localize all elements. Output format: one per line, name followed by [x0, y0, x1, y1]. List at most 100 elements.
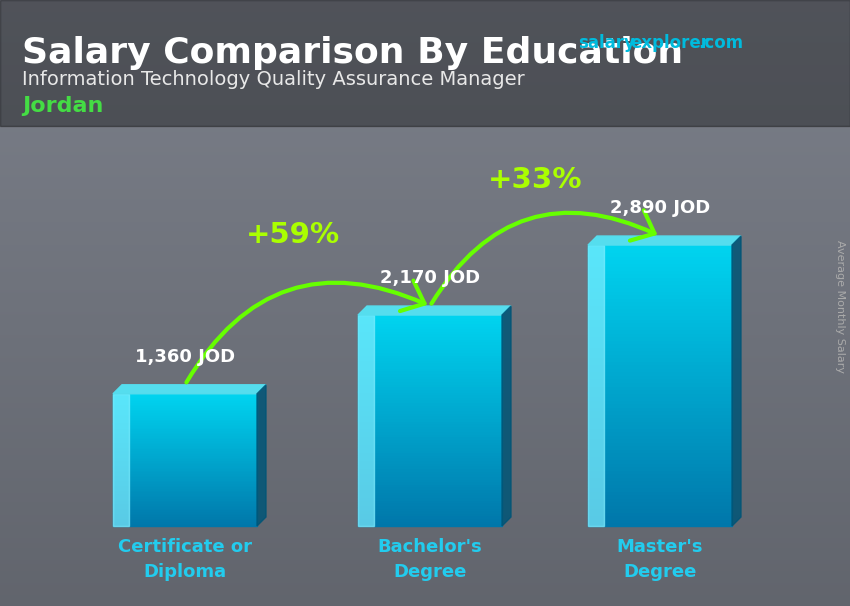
Bar — [113, 412, 257, 414]
Bar — [113, 424, 257, 425]
Bar — [358, 458, 502, 460]
Bar — [588, 301, 732, 305]
Bar — [358, 513, 502, 516]
Bar — [113, 496, 257, 498]
Bar — [588, 340, 732, 344]
Bar — [358, 315, 502, 318]
Bar — [588, 270, 732, 273]
Bar — [358, 444, 502, 447]
Bar — [588, 361, 732, 364]
Bar — [588, 522, 732, 526]
Bar — [113, 399, 257, 401]
Bar — [113, 481, 257, 483]
Bar — [588, 256, 732, 259]
Bar — [113, 401, 257, 402]
Bar — [113, 404, 257, 405]
Text: Salary Comparison By Education: Salary Comparison By Education — [22, 36, 683, 70]
Bar — [588, 459, 732, 463]
Bar — [113, 494, 257, 496]
Text: Information Technology Quality Assurance Manager: Information Technology Quality Assurance… — [22, 70, 524, 89]
Bar — [113, 447, 257, 448]
Bar — [588, 421, 732, 424]
Bar — [358, 349, 502, 352]
Polygon shape — [732, 236, 741, 526]
Bar — [358, 410, 502, 413]
Bar — [113, 490, 257, 491]
Bar — [113, 394, 257, 396]
Bar — [358, 494, 502, 497]
Bar — [358, 515, 502, 518]
Bar — [113, 480, 257, 481]
Bar — [588, 515, 732, 519]
Bar — [358, 510, 502, 513]
Bar — [358, 439, 502, 442]
Bar — [358, 402, 502, 405]
Bar — [113, 458, 257, 460]
Bar — [113, 474, 257, 476]
Bar — [588, 477, 732, 481]
Text: .com: .com — [698, 34, 743, 52]
Bar — [113, 522, 257, 524]
Bar — [358, 376, 502, 378]
Bar — [113, 433, 257, 435]
Bar — [113, 438, 257, 440]
Bar — [113, 410, 257, 412]
Text: +59%: +59% — [246, 221, 339, 249]
Bar — [588, 273, 732, 276]
Bar — [358, 407, 502, 410]
Bar — [113, 455, 257, 456]
Bar — [113, 440, 257, 442]
Bar — [588, 396, 732, 399]
Bar — [358, 413, 502, 415]
Bar — [358, 333, 502, 336]
Bar — [358, 434, 502, 436]
Bar — [588, 407, 732, 410]
Bar — [588, 343, 732, 347]
Bar — [358, 502, 502, 505]
Bar — [358, 431, 502, 434]
Bar — [358, 320, 502, 323]
Bar — [358, 428, 502, 431]
Bar — [113, 437, 257, 438]
Bar — [113, 467, 257, 468]
Bar — [358, 484, 502, 487]
Bar — [358, 491, 502, 494]
Bar — [588, 413, 732, 417]
Bar — [588, 466, 732, 470]
Bar — [358, 405, 502, 407]
Bar — [588, 491, 732, 494]
Bar — [113, 431, 257, 433]
Bar — [358, 362, 502, 365]
Bar — [113, 442, 257, 444]
Bar — [358, 489, 502, 491]
Bar — [588, 445, 732, 448]
Bar — [113, 499, 257, 501]
Bar — [588, 435, 732, 438]
Bar — [113, 448, 257, 450]
Bar — [358, 391, 502, 394]
Bar — [588, 512, 732, 516]
Bar — [358, 415, 502, 418]
Bar — [113, 422, 257, 424]
Text: 2,890 JOD: 2,890 JOD — [609, 199, 710, 217]
Bar — [358, 499, 502, 502]
Bar — [588, 378, 732, 382]
Bar — [588, 456, 732, 459]
Bar — [588, 438, 732, 442]
Bar — [358, 347, 502, 349]
Bar — [358, 336, 502, 339]
Bar — [588, 311, 732, 315]
Bar — [113, 473, 257, 474]
Bar — [588, 350, 732, 354]
Bar — [113, 456, 257, 458]
Bar — [113, 435, 257, 437]
FancyArrowPatch shape — [186, 281, 424, 382]
Bar — [588, 276, 732, 280]
Bar — [113, 395, 257, 397]
Bar — [588, 487, 732, 491]
Bar — [113, 462, 257, 463]
Bar — [113, 444, 257, 445]
Bar — [358, 497, 502, 499]
Bar — [113, 513, 257, 514]
Bar — [358, 426, 502, 428]
